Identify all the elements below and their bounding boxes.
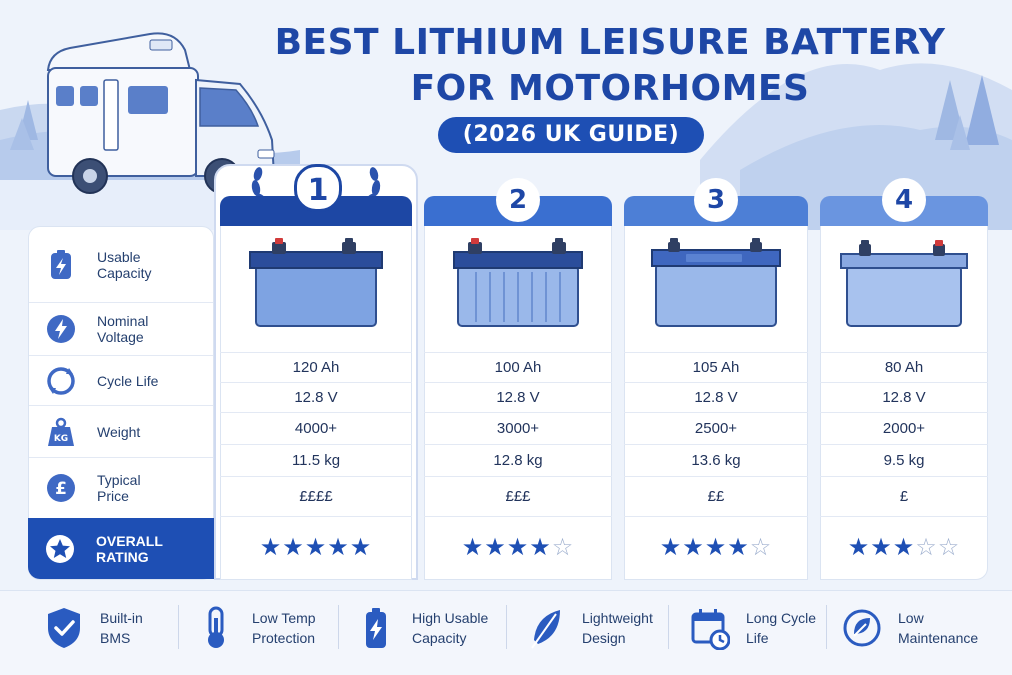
rank-badge-1: 1: [294, 164, 342, 212]
svg-text:£: £: [55, 479, 67, 499]
star-rating-1: ★★★★★: [259, 534, 373, 561]
star-rating-3: ★★★★☆: [659, 534, 773, 561]
weight-value-3: 13.6 kg: [624, 444, 808, 476]
battery-illustration-1: [249, 238, 383, 327]
capacity-value-2: 100 Ah: [424, 352, 612, 382]
weight-value-4: 9.5 kg: [820, 444, 988, 476]
pound-icon: £: [47, 474, 75, 502]
capacity-value-4: 80 Ah: [820, 352, 988, 382]
feature-strip: Built-in BMS Low Temp Protection High Usab…: [0, 590, 1012, 675]
price-value-4: £: [820, 476, 988, 516]
feature-high-usable-capacity: High Usable Capacity: [356, 603, 488, 653]
page-title-second-line: FOR MOTORHOMES: [410, 68, 810, 109]
voltage-value-1: 12.8 V: [220, 382, 412, 412]
rank-badge-4: 4: [882, 178, 926, 222]
voltage-value-2: 12.8 V: [424, 382, 612, 412]
cycle-arrows-icon: [47, 366, 75, 395]
capacity-value-3: 105 Ah: [624, 352, 808, 382]
shield-check-icon: [48, 608, 80, 648]
star-icon: [46, 534, 74, 563]
price-value-3: ££: [624, 476, 808, 516]
battery-illustration-2: [453, 238, 583, 327]
feather-icon: [531, 610, 560, 649]
star-rating-2: ★★★★☆: [461, 534, 575, 561]
price-value-1: ££££: [220, 476, 412, 516]
battery-column-rank-1: 1 120 Ah 12.8 V 4000+ 11.5 kg ££££ ★★★★★: [220, 164, 412, 580]
guide-subtitle-badge: (2026 UK GUIDE): [438, 117, 704, 153]
weight-value-2: 12.8 kg: [424, 444, 612, 476]
page-title: BEST LITHIUM LEISURE BATTERY: [274, 22, 946, 63]
row-label-nominal-voltage: Nominal Voltage: [29, 303, 213, 356]
feature-built-in-bms: Built-in BMS: [44, 603, 143, 653]
row-label-overall-rating: OVERALL RATING: [28, 518, 214, 579]
capacity-value-1: 120 Ah: [220, 352, 412, 382]
row-label-typical-price: £ Typical Price: [29, 458, 213, 519]
svg-text:KG: KG: [54, 434, 68, 444]
price-value-2: £££: [424, 476, 612, 516]
row-label-weight: KG Weight: [29, 406, 213, 458]
cycle-life-value-2: 3000+: [424, 412, 612, 444]
calendar-clock-icon: [691, 609, 730, 650]
thermometer-icon: [208, 606, 224, 648]
row-label-usable-capacity: Usable Capacity: [29, 227, 213, 303]
feature-long-cycle-life: Long Cycle Life: [690, 603, 816, 653]
voltage-value-3: 12.8 V: [624, 382, 808, 412]
row-label-cycle-life: Cycle Life: [29, 356, 213, 406]
battery-bolt-icon: [366, 608, 386, 648]
weight-value-1: 11.5 kg: [220, 444, 412, 476]
star-rating-4: ★★★☆☆: [847, 534, 961, 561]
feature-low-temp-protection: Low Temp Protection: [196, 603, 316, 653]
battery-bolt-icon: [51, 249, 71, 279]
kg-weight-icon: KG: [48, 417, 74, 446]
battery-column-rank-3: 3 105 Ah 12.8 V 2500+ 13.6 kg ££ ★★★★☆: [624, 178, 808, 580]
feature-lightweight-design: Lightweight Design: [526, 603, 653, 653]
cycle-life-value-3: 2500+: [624, 412, 808, 444]
battery-column-rank-2: 2 100 Ah 12.8 V 3000+ 12.8 kg £££ ★★★★☆: [424, 178, 612, 580]
battery-illustration-4: [840, 240, 968, 327]
cycle-life-value-4: 2000+: [820, 412, 988, 444]
rank-badge-2: 2: [496, 178, 540, 222]
leaf-icon: [843, 609, 881, 647]
battery-illustration-3: [651, 238, 781, 327]
feature-low-maintenance: Low Maintenance: [842, 603, 978, 653]
voltage-value-4: 12.8 V: [820, 382, 988, 412]
rank-badge-3: 3: [694, 178, 738, 222]
battery-column-rank-4: 4 80 Ah 12.8 V 2000+ 9.5 kg £ ★★★☆☆: [820, 178, 988, 580]
cycle-life-value-1: 4000+: [220, 412, 412, 444]
lightning-icon: [47, 315, 75, 343]
